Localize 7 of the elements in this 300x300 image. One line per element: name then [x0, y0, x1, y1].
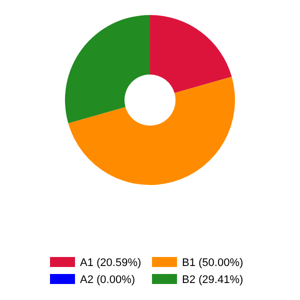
- legend-label: A1 (20.59%): [80, 257, 142, 269]
- legend-label: B2 (29.41%): [182, 274, 244, 286]
- donut-slice: [150, 15, 232, 94]
- legend-label: B1 (50.00%): [182, 257, 244, 269]
- donut-slice: [65, 15, 150, 124]
- donut-slice: [68, 76, 235, 185]
- legend-label: A2 (0.00%): [80, 274, 136, 286]
